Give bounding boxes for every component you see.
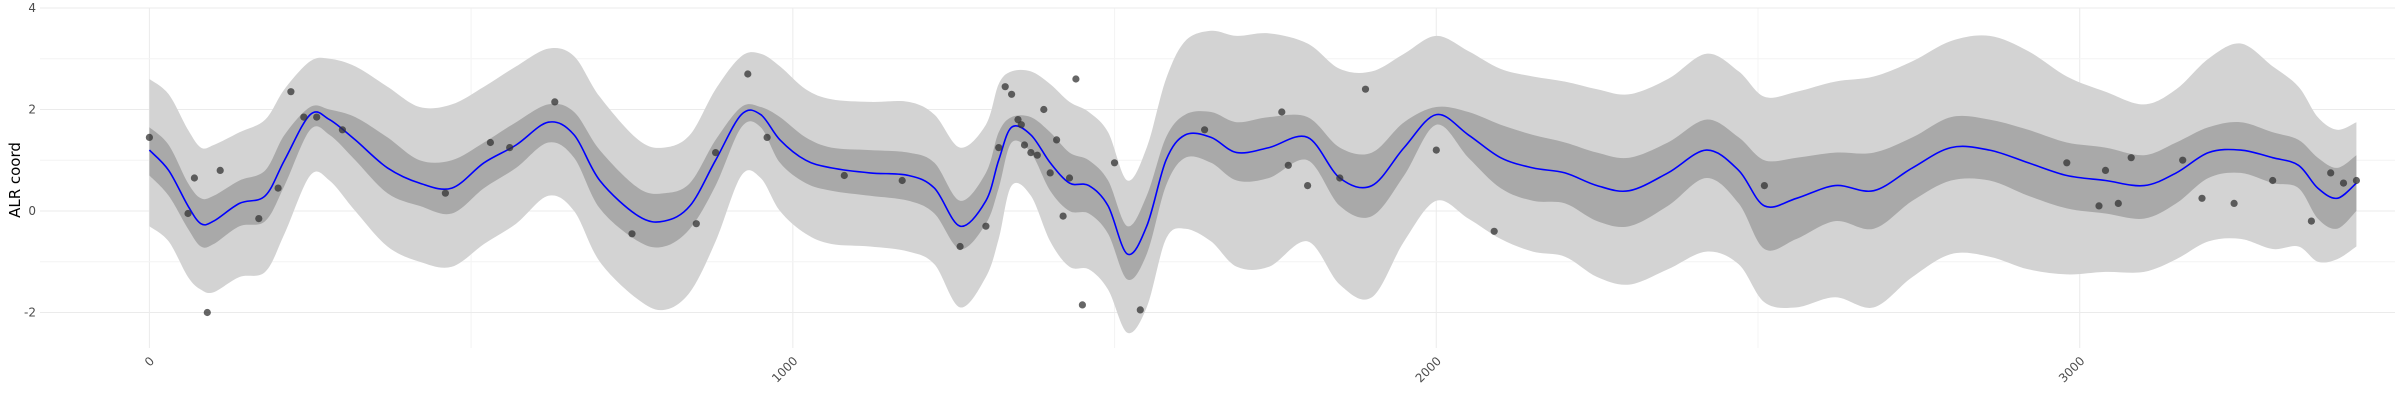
data-point [2114,199,2122,207]
data-point [982,222,990,230]
data-point [1046,169,1054,177]
data-point [1059,212,1067,220]
data-point [551,98,559,106]
data-point [287,88,295,96]
data-point [184,209,192,218]
data-point [692,220,700,228]
data-point [486,138,494,147]
data-point [1760,182,1768,190]
data-point [2352,176,2360,185]
data-point [628,230,636,238]
x-tick-label: 3000 [2056,354,2087,385]
data-point [1304,182,1312,190]
data-point [338,126,346,134]
data-point [2179,156,2187,164]
data-point [2339,179,2348,187]
data-point [956,242,964,251]
data-point [2269,176,2277,185]
data-point [1490,227,1498,235]
data-point [1284,161,1292,169]
data-point [2198,194,2206,202]
x-tick-label: 2000 [1413,354,1444,385]
confidence-bands [149,30,2357,334]
data-point [2063,159,2071,167]
y-tick-label: 0 [28,204,36,218]
data-point [1278,108,1286,116]
data-point [145,133,153,141]
outer-confidence-band [149,30,2357,334]
observed-points [145,70,2360,317]
data-point [2101,166,2110,174]
data-point [300,113,308,121]
data-point [1033,151,1041,159]
data-point [2095,202,2103,210]
data-point [1053,136,1061,144]
data-point [1001,83,1009,91]
data-point [1017,121,1025,129]
data-point [995,144,1003,152]
data-point [1014,116,1022,124]
data-point [712,149,720,157]
data-point [2307,217,2315,225]
data-point [1361,85,1370,93]
data-point [506,144,514,152]
data-point [1040,105,1048,114]
data-point [255,215,263,223]
data-point [441,189,449,197]
data-point [1020,141,1029,149]
data-point [1078,301,1086,309]
data-point [840,171,848,180]
data-point [2230,199,2238,207]
data-point [1432,146,1440,154]
data-point [1110,159,1119,167]
data-point [2327,169,2335,177]
y-tick-label: 4 [28,1,36,15]
data-point [744,70,752,78]
data-point [1336,174,1344,182]
data-point [1072,75,1080,83]
mean-line [148,109,2357,256]
y-tick-label: 2 [28,102,36,116]
y-tick-label: -2 [24,305,36,319]
data-point [1201,126,1209,134]
data-point [1136,306,1144,314]
data-point [1065,174,1074,182]
data-point [1027,149,1035,157]
data-point [1008,90,1016,98]
data-point [190,174,198,182]
data-point [313,113,321,121]
data-point [216,166,224,174]
data-point [763,133,771,141]
x-tick-label: 1000 [769,354,800,385]
mean-line-group [148,109,2357,256]
y-axis-title: ALR coord [6,142,24,218]
data-point [203,308,211,317]
data-point [898,176,906,185]
inner-confidence-band [149,103,2357,281]
data-point [274,184,282,192]
data-point [2127,154,2135,162]
x-tick-label: 0 [142,354,157,369]
